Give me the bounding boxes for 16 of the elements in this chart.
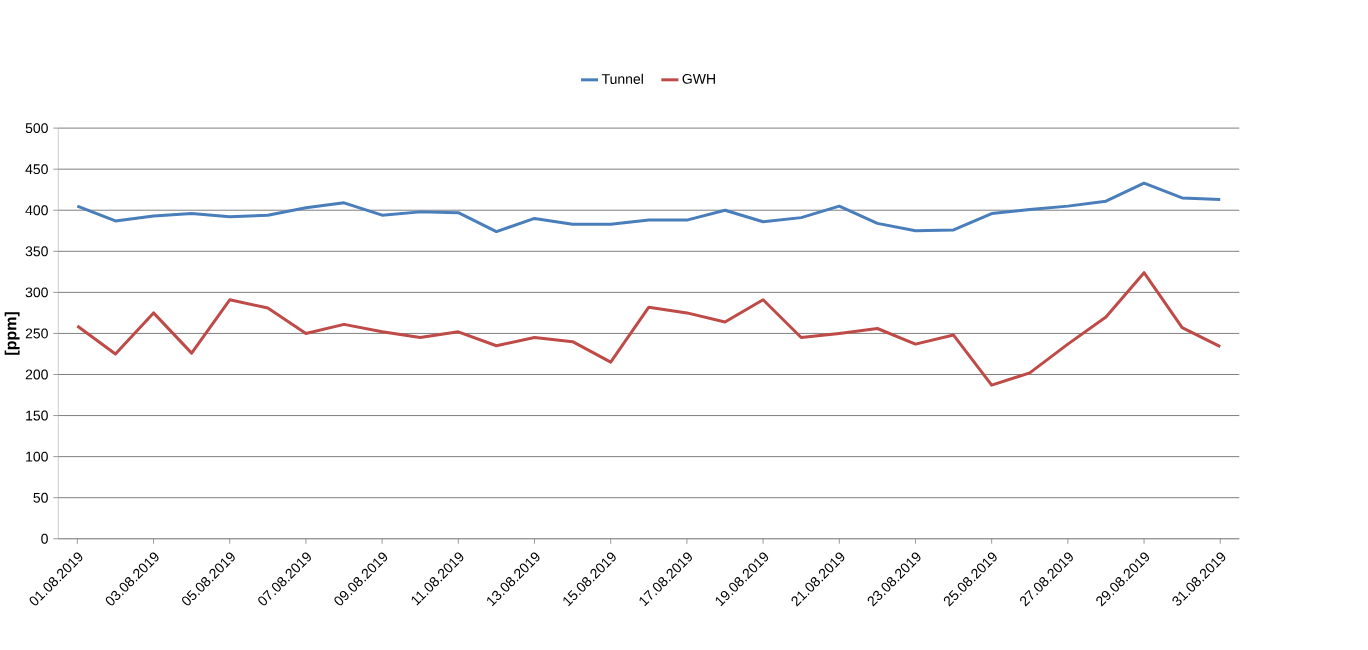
y-tick-label: 250	[25, 328, 48, 339]
y-axis-title: [ppm]	[4, 311, 20, 355]
y-tick-label: 150	[26, 410, 48, 421]
y-tick-label: 350	[25, 246, 48, 257]
y-tick-label: 50	[33, 492, 48, 503]
y-tick-label: 100	[26, 451, 48, 462]
y-tick-label: 400	[25, 205, 48, 215]
y-tick-label: 500	[25, 122, 48, 133]
y-tick-label: 300	[25, 287, 48, 298]
y-tick-label: 200	[25, 369, 48, 380]
y-tick-label: 0	[41, 533, 48, 544]
line-series	[75, 270, 1222, 387]
y-tick-label: 450	[25, 163, 48, 174]
line-series	[75, 181, 1222, 233]
legend-label: GWH	[682, 73, 715, 84]
legend-label: Tunnel	[601, 73, 643, 84]
